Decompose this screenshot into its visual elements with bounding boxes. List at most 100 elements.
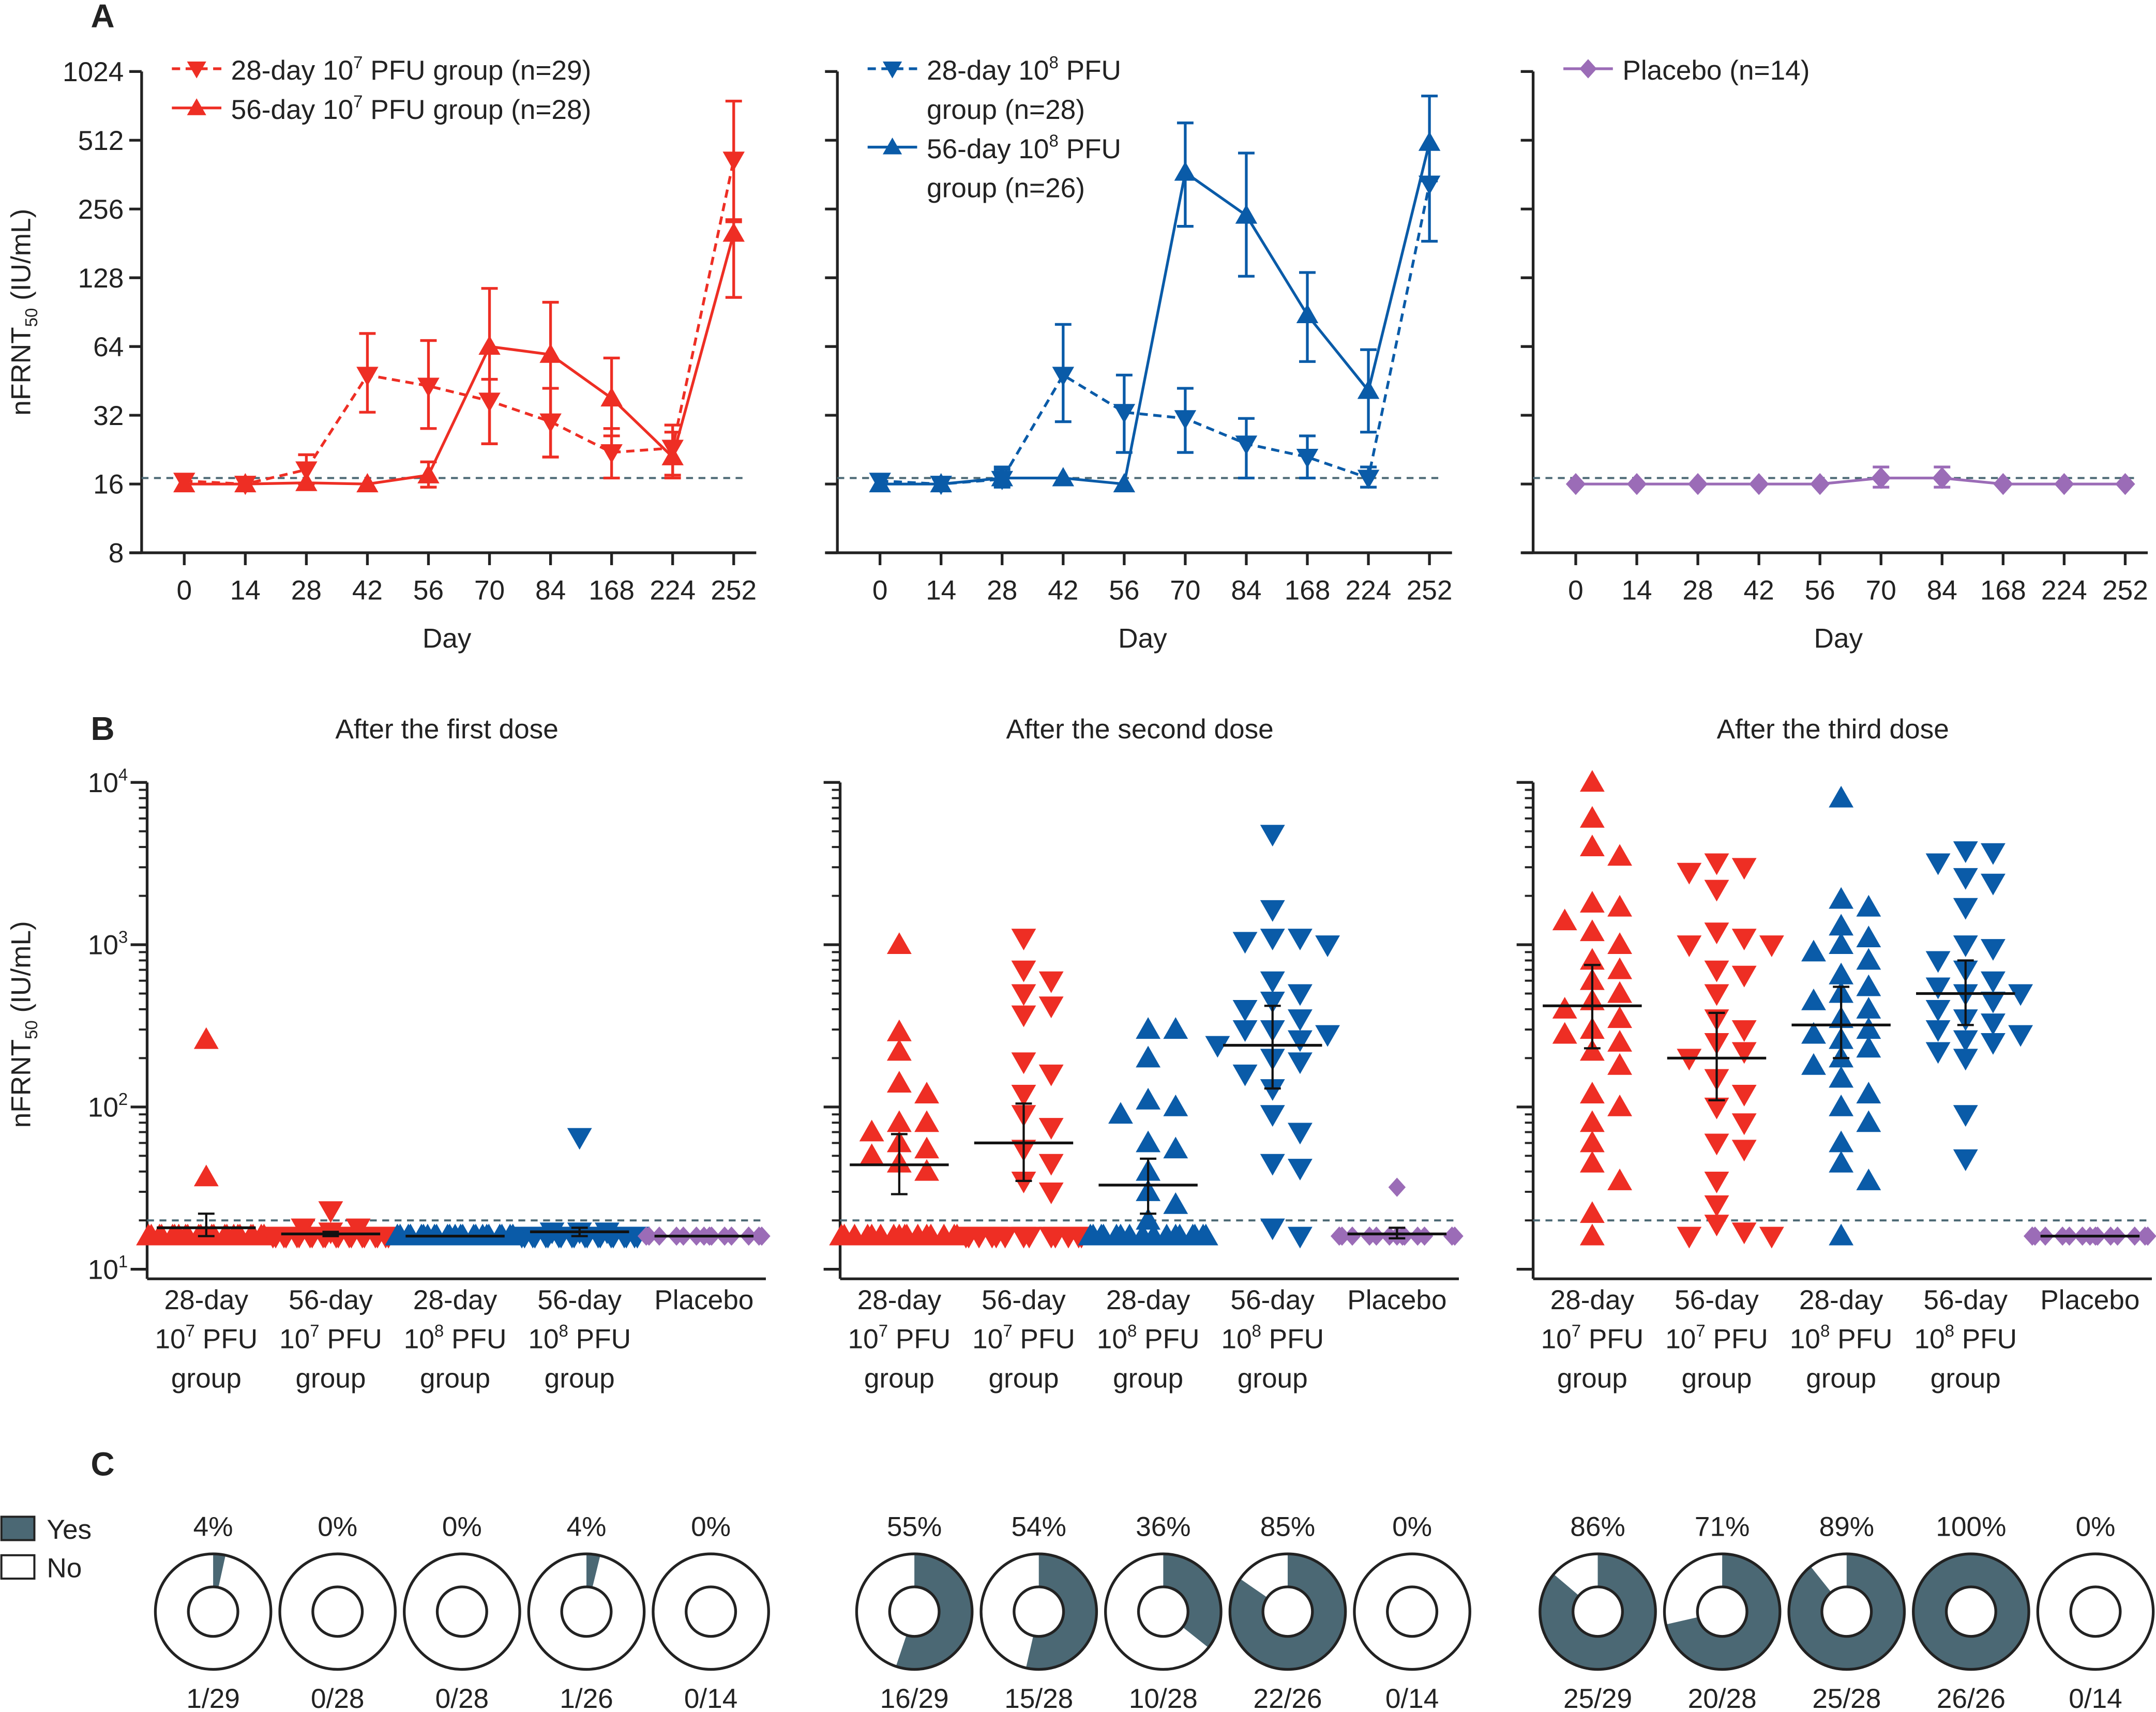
donut-5: 0% 0/14 [652, 1512, 770, 1712]
donut-2: 0% 0/28 [278, 1512, 397, 1712]
data-point [1677, 1226, 1702, 1249]
data-point [1829, 1223, 1854, 1246]
text-part: PFU [1059, 134, 1121, 164]
data-point [1163, 1094, 1188, 1116]
data-point [894, 1223, 919, 1246]
group-5: Placebo [2023, 1226, 2156, 1315]
panel-label-c: C [91, 1446, 114, 1483]
x-tick-label: 28 [987, 575, 1017, 606]
data-point [914, 1110, 939, 1132]
data-point [1232, 1064, 1258, 1086]
x-tick-label: 28 [1683, 575, 1713, 606]
legend-label: group (n=28) [927, 95, 1085, 125]
data-point [1552, 996, 1577, 1019]
legend-label: 28-day 107 PFU group (n=29) [231, 53, 592, 86]
text-part: 56-day 10 [231, 95, 353, 125]
donut-inner-ring [1386, 1585, 1439, 1638]
data-point [1953, 841, 1978, 863]
fraction-label: 25/29 [1563, 1684, 1632, 1712]
text-part: 10 [1665, 1324, 1696, 1355]
text-part: PFU group (n=28) [363, 95, 591, 125]
data-point [914, 1082, 939, 1103]
data-point [1607, 981, 1632, 1003]
fraction-label: 0/28 [435, 1684, 489, 1712]
data-point [1367, 1226, 1385, 1246]
data-point [1856, 948, 1881, 970]
text-part: Placebo [654, 1285, 753, 1315]
group-1: 28-day 107 PFU group [1541, 770, 1644, 1393]
data-point [1829, 914, 1854, 936]
data-point [1038, 1064, 1064, 1086]
data-point [953, 1226, 978, 1249]
data-point [1829, 1150, 1854, 1173]
donut-yes-segment [1230, 1554, 1346, 1670]
x-tick-label: 224 [650, 575, 696, 606]
data-point [1925, 853, 1951, 875]
data-point [295, 472, 318, 491]
legend-swatch-yes [0, 1516, 36, 1541]
group-3: 28-day 108 PFU group [1790, 785, 1892, 1393]
text-part: 10 [1541, 1324, 1572, 1355]
data-point [1856, 1017, 1881, 1039]
data-point [173, 473, 195, 493]
text-part: 10 [1914, 1324, 1944, 1355]
data-point [1136, 1046, 1161, 1068]
data-point [1113, 473, 1136, 493]
data-point [1731, 1113, 1757, 1135]
data-point [1829, 785, 1854, 808]
percent-label: 0% [2076, 1512, 2116, 1542]
x-tick-label: 42 [1048, 575, 1078, 606]
data-point [1038, 971, 1064, 993]
text-part: 10 [972, 1324, 1003, 1355]
donut-outer-ring [1663, 1552, 1782, 1671]
group-label: 108 PFU [404, 1321, 507, 1354]
legend-marker [882, 62, 902, 79]
data-point [1677, 862, 1702, 885]
x-tick-label: 0 [176, 575, 192, 606]
data-point [1418, 131, 1441, 151]
data-point [1925, 1042, 1951, 1064]
text-part: 10 [404, 1324, 434, 1355]
donut-4: 4% 1/26 [527, 1512, 646, 1712]
legend-label: group (n=26) [927, 173, 1085, 204]
group-label: 56-day [1230, 1285, 1315, 1315]
data-point [1607, 844, 1632, 866]
group-label: Placebo [2040, 1285, 2139, 1315]
data-point [2115, 473, 2135, 495]
series-2 [173, 218, 745, 493]
donut-outer-ring [979, 1552, 1098, 1671]
data-point [1330, 1226, 1348, 1246]
y-axis-label: nFRNT50 (IU/mL) [6, 921, 40, 1128]
data-point [1731, 929, 1757, 950]
donut-outer-ring [1787, 1552, 1906, 1671]
data-point [356, 367, 379, 386]
panel-c-chart-2: 55% 16/29 54% 15/28 36% 10/28 85% 22/26 0% 0/14 [855, 1512, 1471, 1712]
text-part: 28-day [164, 1285, 249, 1315]
data-point [1579, 1150, 1605, 1173]
text-part: PFU [1261, 1324, 1324, 1355]
data-point [1579, 919, 1605, 942]
data-point [1174, 410, 1197, 430]
data-point [1607, 957, 1632, 979]
text-part: 28-day [1550, 1285, 1635, 1315]
data-point [1011, 1052, 1036, 1074]
data-point [1607, 895, 1632, 917]
percent-label: 0% [318, 1512, 357, 1542]
data-point [1801, 940, 1826, 962]
group-3: 28-day 108 PFU group [385, 1223, 525, 1393]
donut-yes-segment [586, 1554, 600, 1588]
donut-inner-ring [560, 1585, 613, 1638]
donut-1: 86% 25/29 [1539, 1512, 1657, 1712]
group-label: group [420, 1363, 490, 1393]
group-label: Placebo [1347, 1285, 1446, 1315]
data-point [1981, 939, 2006, 961]
data-point [886, 1110, 912, 1132]
percent-label: 55% [887, 1512, 942, 1542]
percent-label: 100% [1936, 1512, 2006, 1542]
group-2: 56-day 107 PFU group [260, 1201, 401, 1393]
data-point [1380, 1226, 1398, 1246]
group-1: 28-day 107 PFU group [829, 932, 970, 1393]
y-tick-label: 8 [109, 538, 124, 569]
text-part: (IU/mL) [6, 921, 36, 1020]
